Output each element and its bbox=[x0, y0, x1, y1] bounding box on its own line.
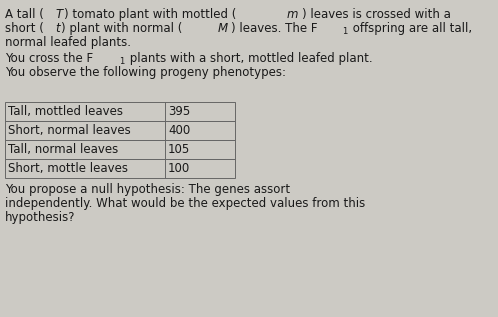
Text: You observe the following progeny phenotypes:: You observe the following progeny phenot… bbox=[5, 66, 286, 79]
Bar bbox=[5, 140, 235, 159]
Text: ) tomato plant with mottled (: ) tomato plant with mottled ( bbox=[64, 8, 237, 21]
Bar bbox=[5, 102, 235, 121]
Text: ) leaves. The F: ) leaves. The F bbox=[231, 22, 317, 35]
Text: short (: short ( bbox=[5, 22, 44, 35]
Text: You cross the F: You cross the F bbox=[5, 52, 93, 65]
Text: independently. What would be the expected values from this: independently. What would be the expecte… bbox=[5, 197, 365, 210]
Text: m: m bbox=[287, 8, 298, 21]
Text: Tall, normal leaves: Tall, normal leaves bbox=[8, 143, 118, 156]
Text: Tall, mottled leaves: Tall, mottled leaves bbox=[8, 105, 123, 118]
Text: Short, mottle leaves: Short, mottle leaves bbox=[8, 162, 128, 175]
Text: 400: 400 bbox=[168, 124, 190, 137]
Text: 105: 105 bbox=[168, 143, 190, 156]
Text: hypothesis?: hypothesis? bbox=[5, 211, 76, 224]
Bar bbox=[5, 121, 235, 140]
Bar bbox=[5, 159, 235, 178]
Text: A tall (: A tall ( bbox=[5, 8, 44, 21]
Text: 100: 100 bbox=[168, 162, 190, 175]
Text: T: T bbox=[55, 8, 62, 21]
Text: offspring are all tall,: offspring are all tall, bbox=[350, 22, 473, 35]
Text: 1: 1 bbox=[343, 27, 348, 36]
Text: Short, normal leaves: Short, normal leaves bbox=[8, 124, 131, 137]
Text: t: t bbox=[55, 22, 60, 35]
Text: ) leaves is crossed with a: ) leaves is crossed with a bbox=[302, 8, 451, 21]
Text: plants with a short, mottled leafed plant.: plants with a short, mottled leafed plan… bbox=[125, 52, 373, 65]
Text: 1: 1 bbox=[119, 57, 124, 66]
Text: ) plant with normal (: ) plant with normal ( bbox=[61, 22, 182, 35]
Text: You propose a null hypothesis: The genes assort: You propose a null hypothesis: The genes… bbox=[5, 183, 290, 196]
Text: normal leafed plants.: normal leafed plants. bbox=[5, 36, 131, 49]
Text: M: M bbox=[218, 22, 228, 35]
Text: 395: 395 bbox=[168, 105, 190, 118]
